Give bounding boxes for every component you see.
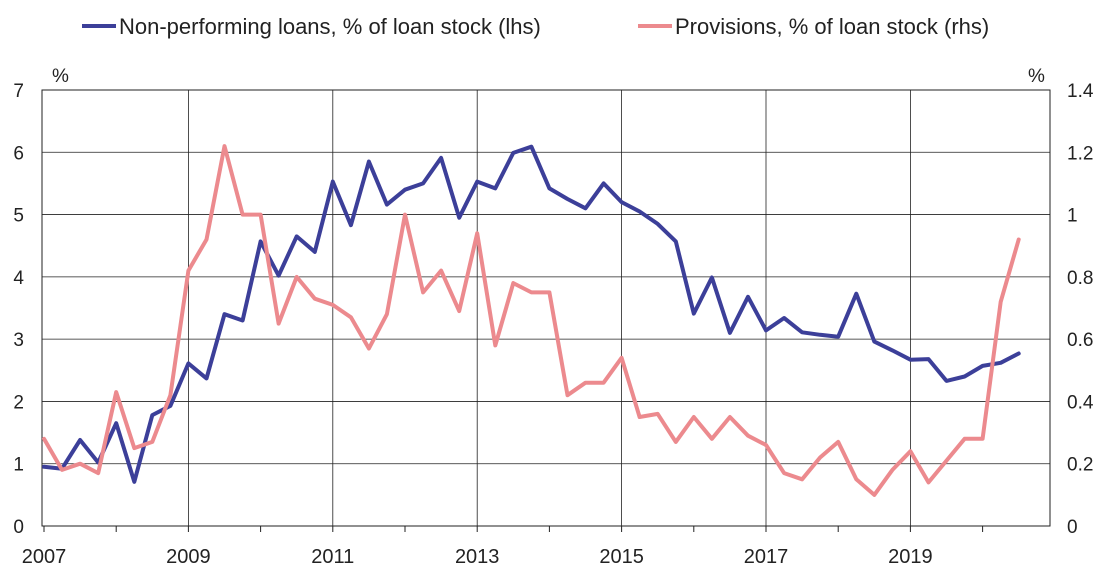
left-y-tick-label: 1 — [13, 455, 24, 476]
left-y-tick-label: 6 — [13, 143, 24, 164]
provisions-series-line — [42, 144, 1021, 497]
x-axis-ticks: 2007 2009 2011 2013 2015 2017 2019 — [22, 526, 984, 568]
legend: Non-performing loans, % of loan stock (l… — [82, 14, 989, 39]
right-y-tick-label: 1.2 — [1067, 143, 1093, 164]
legend-label-npl: Non-performing loans, % of loan stock (l… — [119, 14, 541, 39]
right-y-tick-label: 0.8 — [1067, 268, 1093, 289]
right-y-tick-label: 0.4 — [1067, 392, 1094, 413]
left-y-tick-label: 3 — [13, 330, 24, 351]
left-y-tick-label: 4 — [13, 268, 24, 289]
x-tick-label: 2007 — [22, 546, 67, 568]
series-lines — [42, 144, 1021, 497]
left-axis-unit: % — [52, 66, 69, 87]
right-y-axis-ticks: 0 0.2 0.4 0.6 0.8 1 1.2 1.4 — [1067, 81, 1094, 538]
x-tick-label: 2017 — [744, 546, 789, 568]
right-y-tick-label: 1.4 — [1067, 81, 1094, 102]
right-y-tick-label: 0.2 — [1067, 455, 1093, 476]
right-y-tick-label: 1 — [1067, 206, 1078, 227]
right-y-tick-label: 0 — [1067, 517, 1078, 538]
legend-label-provisions: Provisions, % of loan stock (rhs) — [675, 14, 989, 39]
x-tick-label: 2019 — [888, 546, 933, 568]
left-y-tick-label: 5 — [13, 206, 24, 227]
plot-area-frame — [41, 89, 1051, 527]
x-tick-label: 2009 — [166, 546, 211, 568]
x-tick-label: 2015 — [599, 546, 644, 568]
npl-series-line — [42, 144, 1021, 484]
left-y-tick-label: 0 — [13, 517, 24, 538]
left-y-tick-label: 2 — [13, 392, 24, 413]
left-y-axis-ticks: 0 1 2 3 4 5 6 7 — [13, 81, 24, 538]
right-axis-unit: % — [1028, 66, 1045, 87]
x-tick-label: 2011 — [311, 546, 354, 568]
x-tick-label: 2013 — [455, 546, 500, 568]
left-y-tick-label: 7 — [13, 81, 24, 102]
right-y-tick-label: 0.6 — [1067, 330, 1093, 351]
